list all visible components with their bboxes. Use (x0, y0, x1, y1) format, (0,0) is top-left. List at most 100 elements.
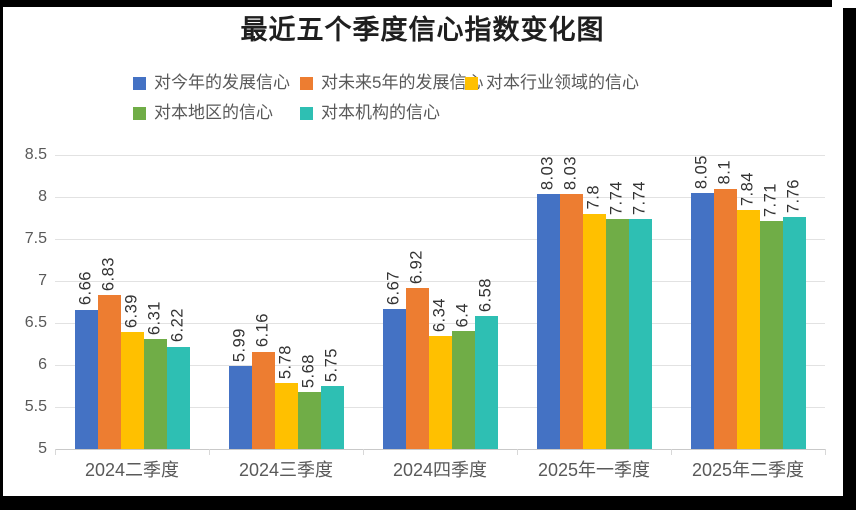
bar-value-label: 8.03 (538, 156, 557, 191)
bar: 6.22 (166, 308, 190, 449)
legend-item: 对本行业领域的信心 (465, 72, 639, 94)
bar-groups-layer: 6.66 6.83 6.39 6.31 6.22 5.99 6.16 5.78 5.68 5.75… (55, 155, 825, 449)
bar: 5.68 (297, 354, 321, 449)
bar: 8.03 (559, 156, 583, 449)
y-tick-label: 7.5 (24, 230, 47, 247)
bar: 5.78 (274, 345, 298, 449)
bar: 7.84 (736, 172, 760, 449)
bar: 6.66 (74, 271, 98, 449)
bar-group: 8.05 8.1 7.84 7.71 7.76 (671, 155, 825, 449)
gridline (55, 323, 825, 324)
bar-value-label: 6.16 (253, 313, 272, 348)
bar-value-label: 8.05 (692, 154, 711, 189)
bar-value-label: 7.84 (738, 172, 757, 207)
y-tick-label: 5.5 (24, 398, 47, 415)
x-axis-line (55, 449, 825, 450)
bar-value-label: 6.34 (430, 298, 449, 333)
legend-item: 对今年的发展信心 (133, 72, 290, 94)
gridline (55, 281, 825, 282)
y-tick-label: 5 (38, 440, 47, 457)
legend-marker (133, 76, 146, 90)
bar: 7.71 (759, 183, 783, 449)
frame-bottom (0, 496, 856, 510)
x-category-label: 2024二季度 (84, 460, 180, 480)
x-category-label: 2025年二季度 (691, 460, 805, 480)
bar: 8.03 (536, 156, 560, 449)
bar-value-label: 6.92 (407, 249, 426, 284)
bar-group: 6.66 6.83 6.39 6.31 6.22 (55, 155, 209, 449)
bar: 8.05 (690, 155, 714, 449)
bar: 6.58 (474, 278, 498, 449)
legend-item: 对本机构的信心 (300, 102, 440, 124)
bar-value-label: 5.68 (299, 353, 318, 388)
bar: 7.8 (582, 185, 606, 449)
x-category-label: 2024三季度 (238, 460, 334, 480)
x-axis-tick (209, 449, 210, 455)
bar: 6.67 (382, 271, 406, 449)
x-category-label: 2024四季度 (392, 460, 488, 480)
legend-item: 对本地区的信心 (133, 102, 273, 124)
bar-value-label: 5.99 (230, 327, 249, 362)
bar: 6.16 (251, 313, 275, 449)
bar: 5.99 (228, 328, 252, 449)
legend-label: 对未来5年的发展信心 (321, 73, 484, 92)
bar-value-label: 7.74 (607, 180, 626, 215)
bar-value-label: 6.58 (476, 278, 495, 313)
frame-top (0, 0, 832, 7)
gridline (55, 155, 825, 156)
x-axis-tick (517, 449, 518, 455)
frame-right (843, 8, 856, 510)
bar-value-label: 7.8 (584, 185, 603, 210)
bar-value-label: 6.31 (145, 300, 164, 335)
bar-value-label: 6.66 (76, 271, 95, 306)
gridline (55, 197, 825, 198)
bar-value-label: 8.03 (561, 156, 580, 191)
bar: 6.83 (97, 257, 121, 449)
bar: 8.1 (713, 160, 737, 449)
bar-value-label: 6.83 (99, 257, 118, 292)
y-tick-label: 6 (38, 356, 47, 373)
y-tick-label: 7 (38, 272, 47, 289)
bar: 6.4 (451, 303, 475, 449)
bar: 6.34 (428, 298, 452, 449)
legend-item: 对未来5年的发展信心 (300, 72, 483, 94)
bar: 7.74 (628, 181, 652, 449)
plot-area: 6.66 6.83 6.39 6.31 6.22 5.99 6.16 5.78 5.68 5.75… (55, 155, 826, 455)
legend-marker (300, 106, 313, 120)
bar-value-label: 6.39 (122, 294, 141, 329)
bar-value-label: 7.76 (784, 179, 803, 214)
y-tick-label: 8 (38, 188, 47, 205)
bar: 6.31 (143, 301, 167, 449)
bar: 7.76 (782, 179, 806, 449)
bar-value-label: 7.71 (761, 183, 780, 218)
bar: 6.39 (120, 294, 144, 449)
bar-value-label: 6.4 (453, 302, 472, 328)
bar-value-label: 5.78 (276, 345, 295, 380)
legend-label: 对本行业领域的信心 (486, 73, 639, 92)
x-axis-tick (671, 449, 672, 455)
bar-value-label: 6.22 (168, 308, 187, 343)
bar-group: 8.03 8.03 7.8 7.74 7.74 (517, 155, 671, 449)
legend-label: 对今年的发展信心 (154, 73, 290, 92)
legend-marker (465, 76, 478, 90)
x-axis-tick (363, 449, 364, 455)
chart-title: 最近五个季度信心指数变化图 (240, 15, 605, 45)
y-tick-label: 6.5 (24, 314, 47, 331)
bar-value-label: 8.1 (715, 160, 734, 185)
bar: 6.92 (405, 250, 429, 449)
bar: 7.74 (605, 181, 629, 449)
bar: 5.75 (320, 348, 344, 449)
x-axis-labels: 2024二季度 2024三季度 2024四季度 2025年一季度 2025年二季度 (55, 459, 825, 481)
legend-marker (133, 106, 146, 120)
gridline (55, 239, 825, 240)
bar-group: 6.67 6.92 6.34 6.4 6.58 (363, 155, 517, 449)
legend-marker (300, 76, 313, 90)
bar-value-label: 5.75 (322, 347, 341, 382)
y-tick-label: 8.5 (24, 146, 47, 163)
legend-label: 对本机构的信心 (321, 103, 440, 122)
bar-value-label: 6.67 (384, 270, 403, 305)
x-category-label: 2025年一季度 (537, 460, 651, 480)
x-axis-tick (55, 449, 56, 455)
legend-label: 对本地区的信心 (154, 103, 273, 122)
